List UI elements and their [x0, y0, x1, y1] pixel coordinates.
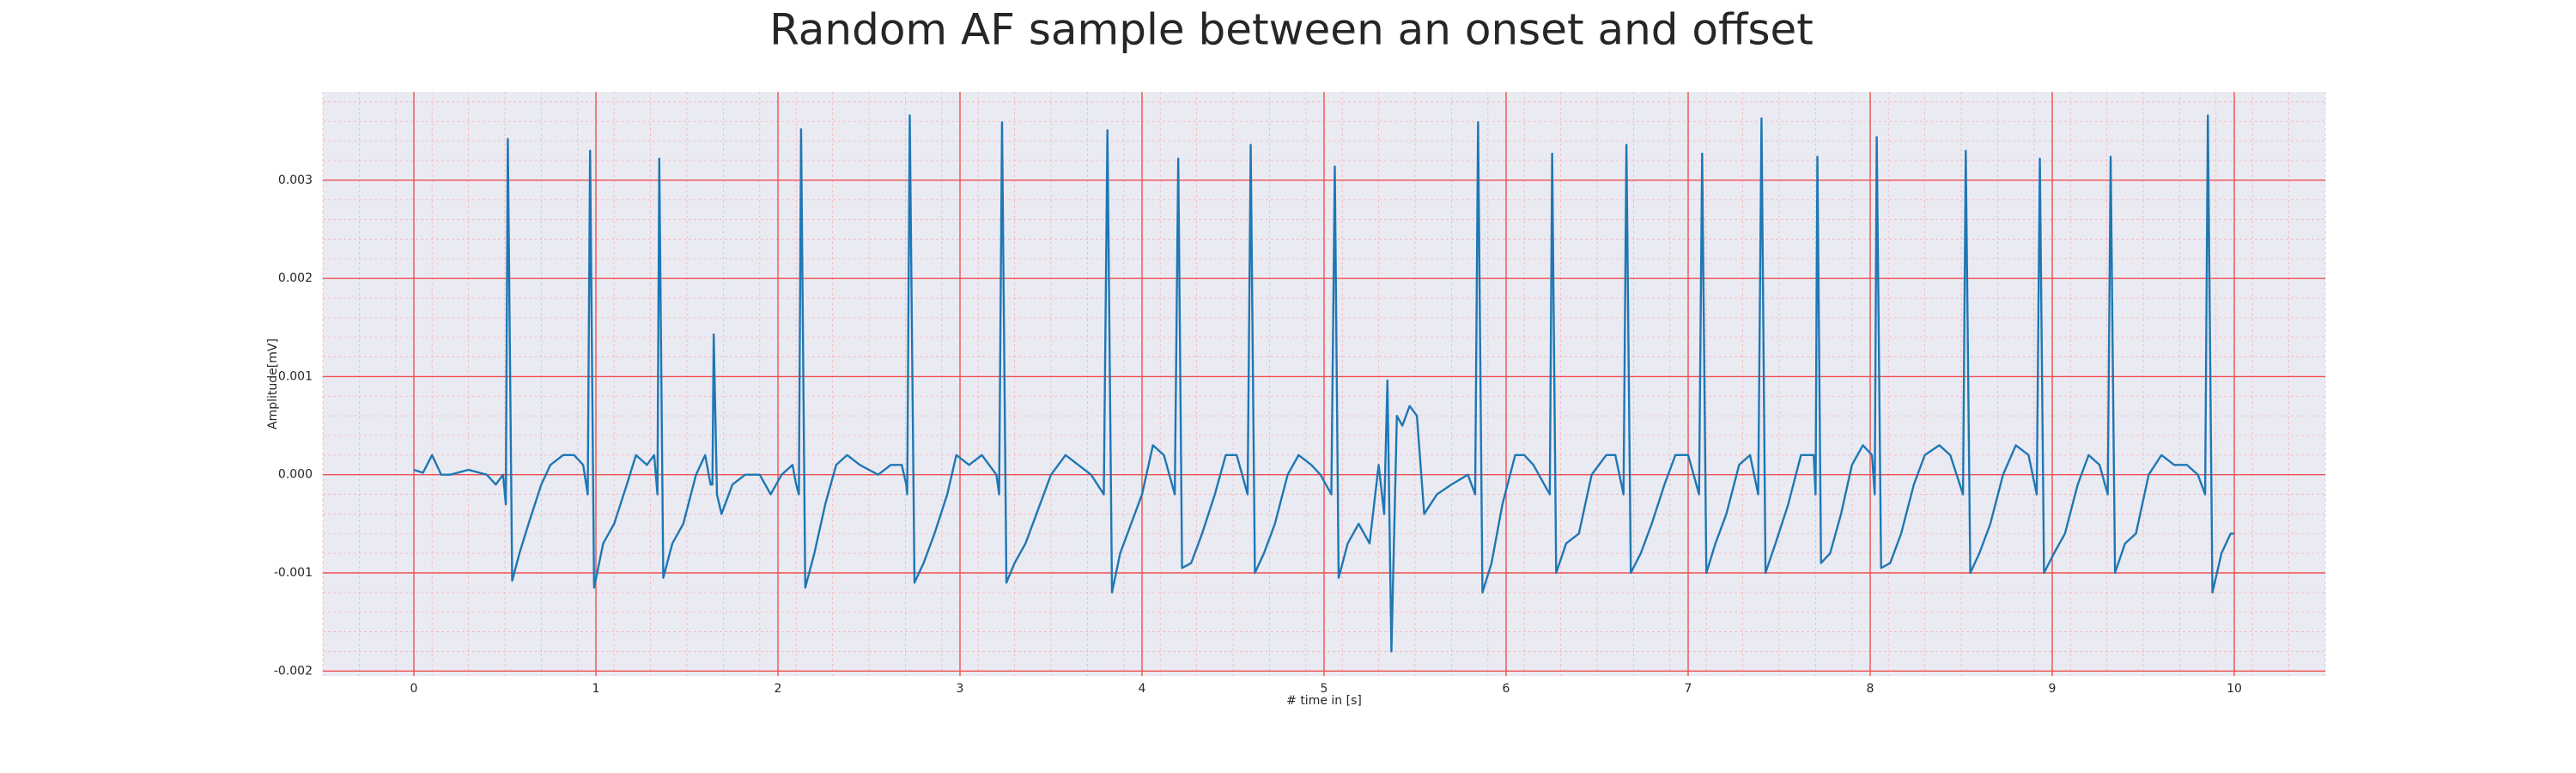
signal-line — [413, 114, 2234, 653]
y-tick-label: -0.001 — [274, 566, 313, 580]
x-tick-label: 2 — [775, 682, 782, 696]
y-tick-label: 0.001 — [278, 369, 313, 383]
x-tick-label: 4 — [1139, 682, 1146, 696]
x-axis-label: # time in [s] — [1286, 694, 1362, 708]
x-tick-label: 0 — [410, 682, 418, 696]
y-axis-label: Amplitude[mV] — [266, 338, 280, 429]
x-tick-label: 1 — [592, 682, 600, 696]
x-tick-label: 10 — [2227, 682, 2242, 696]
x-tick-label: 9 — [2049, 682, 2057, 696]
x-tick-label: 8 — [1867, 682, 1874, 696]
x-tick-label: 7 — [1685, 682, 1692, 696]
y-tick-label: 0.003 — [278, 173, 313, 187]
x-tick-label: 3 — [957, 682, 964, 696]
x-tick-label: 6 — [1503, 682, 1510, 696]
x-tick-label: 5 — [1321, 682, 1328, 696]
chart-title: Random AF sample between an onset and of… — [769, 5, 1814, 55]
y-tick-label: 0.002 — [278, 271, 313, 285]
y-tick-label: -0.002 — [274, 664, 313, 678]
y-tick-label: 0.000 — [278, 468, 313, 482]
